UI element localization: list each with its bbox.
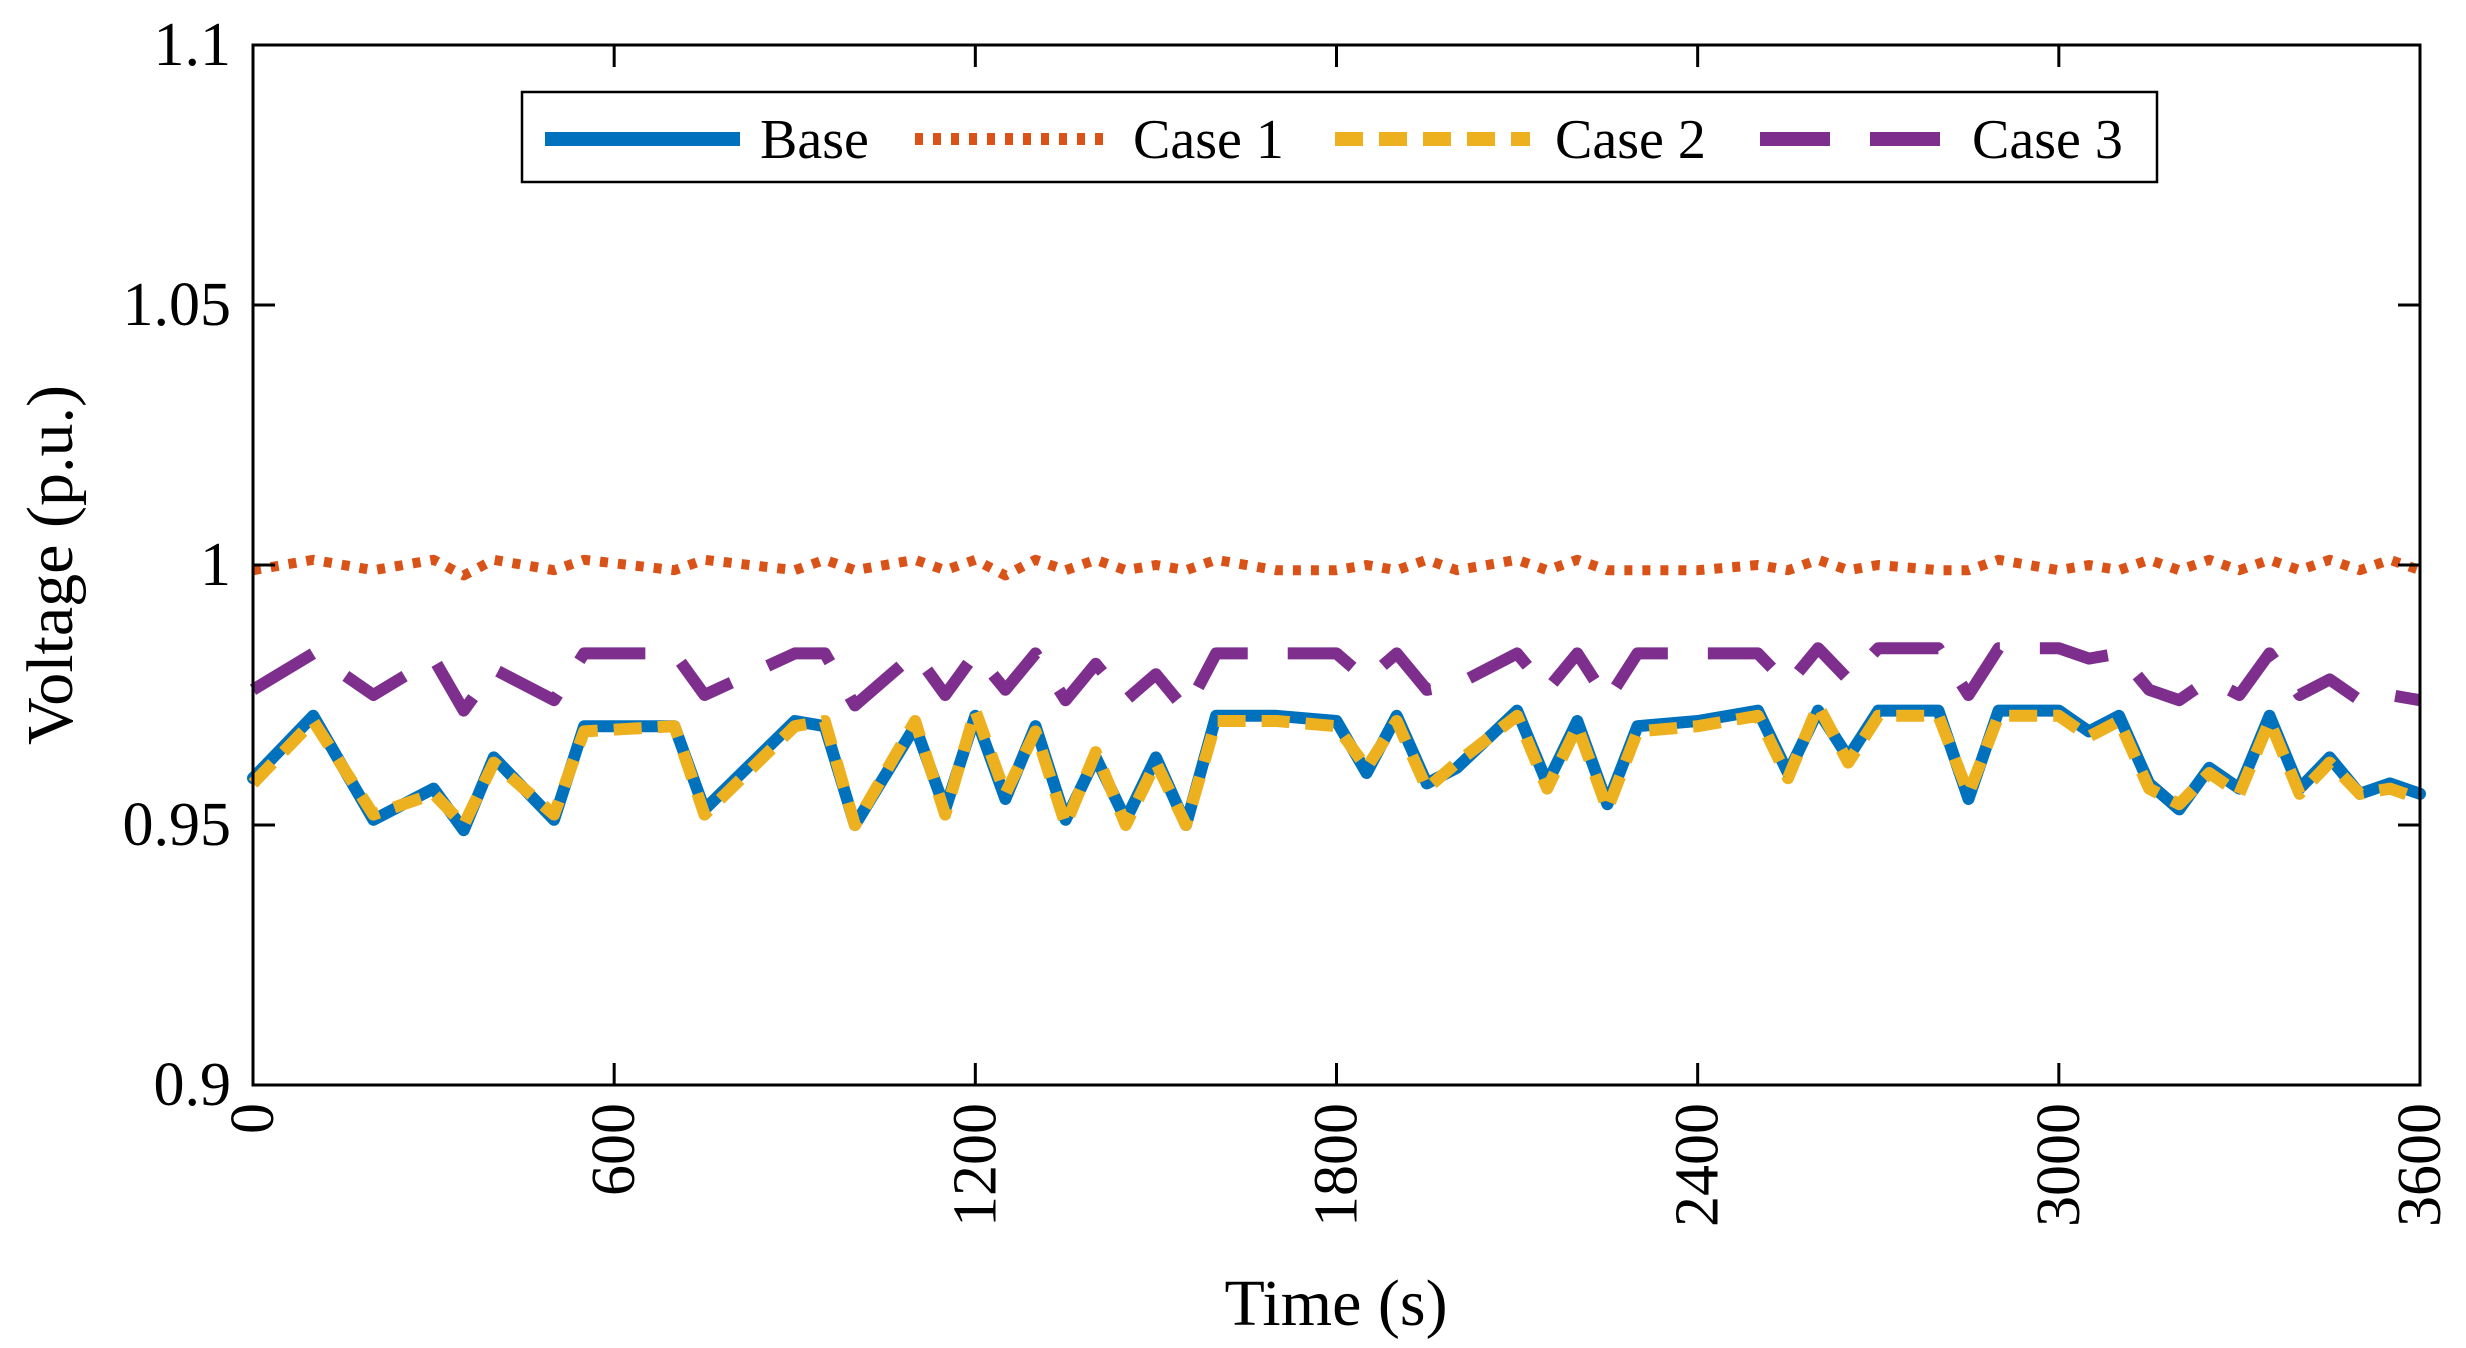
series-layer [247,554,2426,837]
y-tick-label: 0.95 [123,791,232,859]
x-tick-label: 2400 [1664,1103,1732,1227]
x-tick-label: 3000 [2025,1103,2093,1227]
y-tick-label: 0.9 [154,1051,232,1119]
plot-area [253,45,2420,1085]
x-tick-label: 3600 [2386,1103,2454,1227]
legend-label: Case 3 [1972,109,2123,171]
y-axis-label: Voltage (p.u.) [14,385,87,745]
legend-label: Case 2 [1555,109,1706,171]
x-tick-label: 600 [580,1103,648,1196]
y-tick-label: 1.1 [154,11,232,79]
series-line-case-3 [249,642,2422,717]
series-line-case-2 [248,699,2422,831]
y-tick-label: 1.05 [123,271,232,339]
legend: Base Case 1 Case 2 Case 3 [520,90,2159,184]
series-line-case-1 [252,554,2422,581]
legend-label: Case 1 [1133,109,1284,171]
x-tick-label: 0 [219,1103,287,1134]
y-axis: 0.9 0.95 1 1.05 1.1 [123,11,2420,1119]
y-tick-label: 1 [200,531,231,599]
legend-label: Base [760,109,869,171]
x-axis-label: Time (s) [1224,1267,1447,1340]
x-tick-label: 1200 [941,1103,1009,1227]
x-tick-label: 1800 [1303,1103,1371,1227]
x-axis: 0 600 1200 1800 2400 3000 3600 [219,45,2454,1227]
